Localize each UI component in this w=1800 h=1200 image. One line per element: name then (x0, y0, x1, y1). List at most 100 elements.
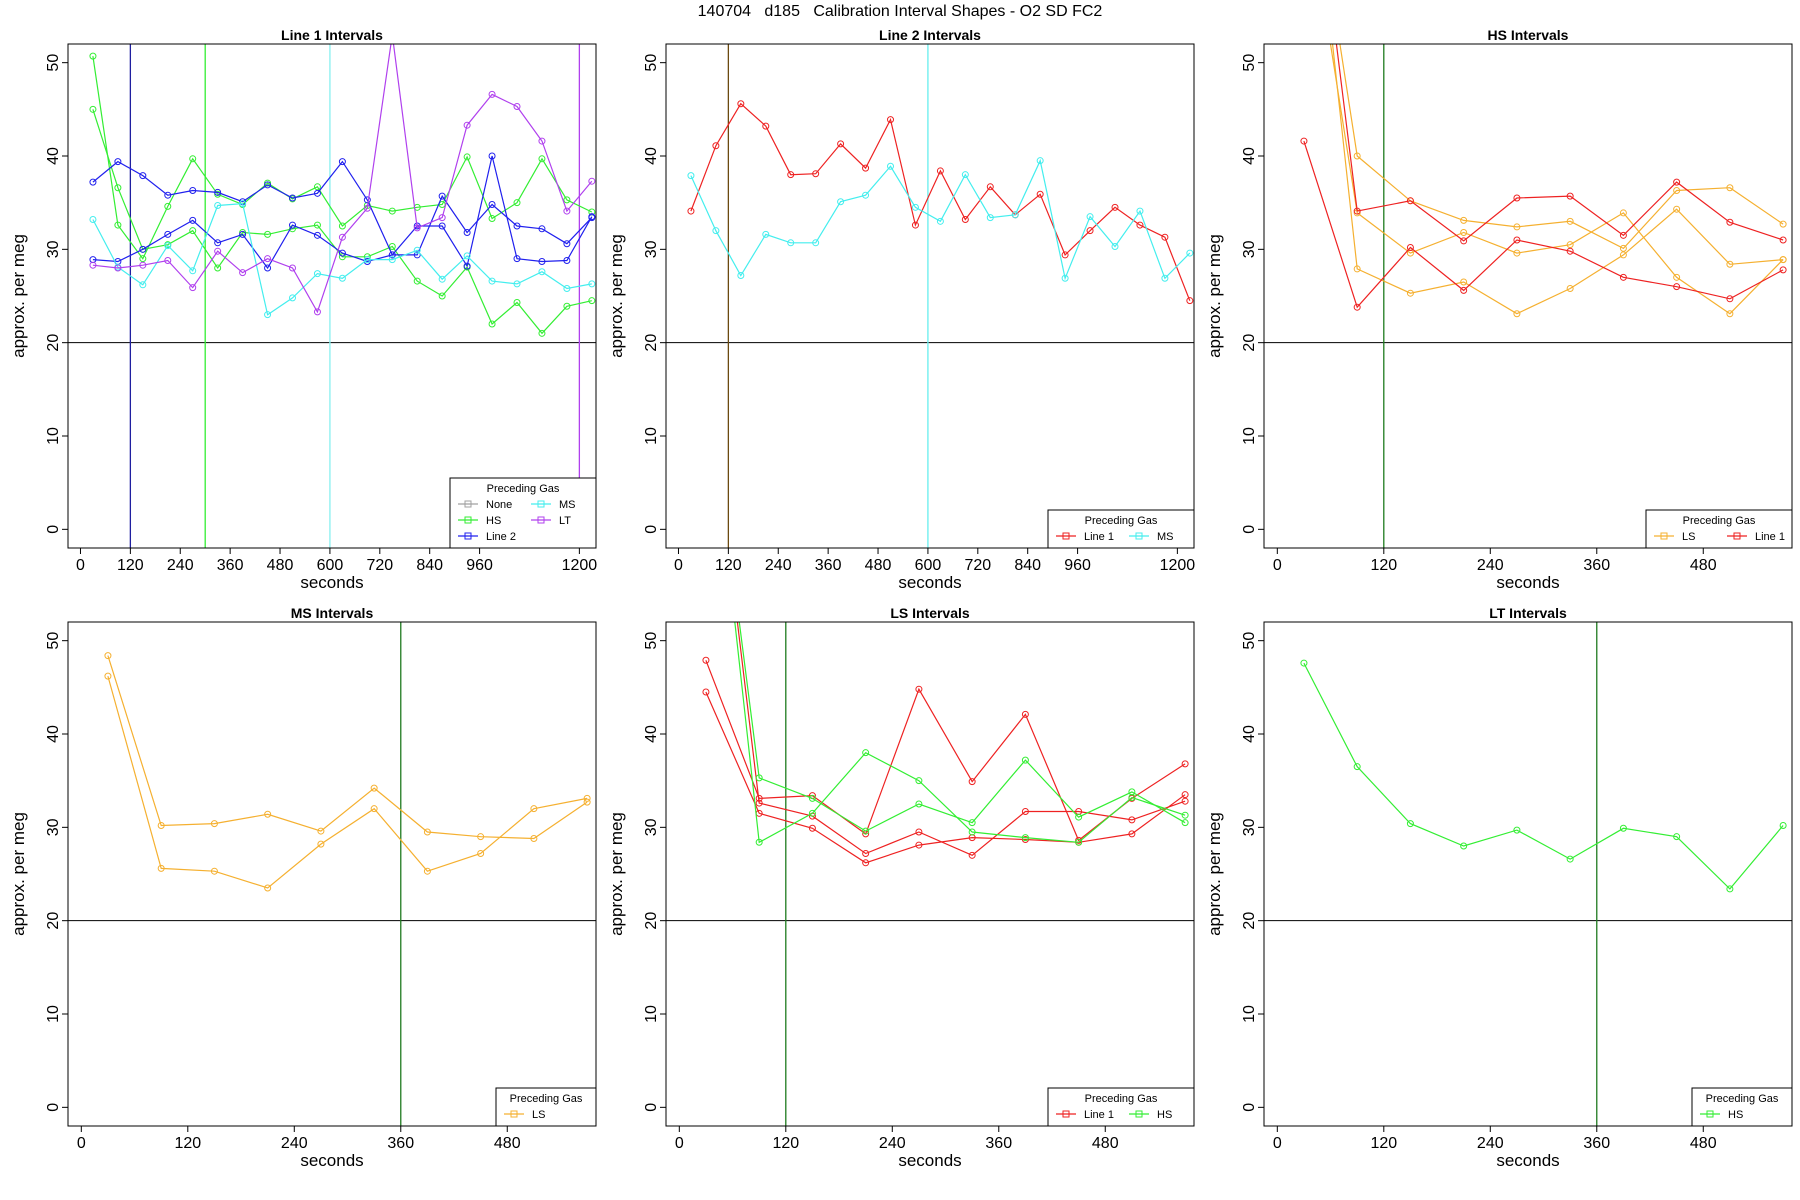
data-point (1513, 826, 1521, 834)
data-point (214, 188, 222, 196)
data-point (89, 261, 97, 269)
data-point (289, 264, 297, 272)
series-line (736, 622, 1186, 856)
series-line (92, 155, 593, 268)
data-point (563, 302, 571, 310)
plot-area (68, 622, 596, 1126)
y-tick-label: 50 (643, 632, 660, 650)
data-point (563, 285, 571, 293)
y-tick-label: 30 (45, 240, 62, 258)
x-tick-label: 120 (117, 557, 144, 574)
plot-frame (665, 43, 1195, 549)
data-point (114, 184, 122, 192)
x-axis-label: seconds (898, 573, 961, 592)
x-tick-label: 960 (466, 557, 493, 574)
legend: Preceding Gas LS Line 1 (1645, 509, 1793, 549)
data-point (338, 253, 346, 261)
x-tick-label: 240 (879, 1135, 906, 1152)
legend-swatch-marker (464, 500, 472, 508)
data-point (189, 187, 197, 195)
data-point (423, 828, 431, 836)
data-point (812, 170, 820, 178)
data-point (338, 222, 346, 230)
legend-swatch-marker (464, 532, 472, 540)
data-point (1619, 251, 1627, 259)
x-tick-label: 480 (1690, 557, 1717, 574)
x-tick-label: 1200 (562, 557, 598, 574)
legend-entry: MS (1157, 531, 1174, 543)
data-point (1181, 760, 1189, 768)
legend-swatch-marker (1135, 1110, 1143, 1118)
data-point (1619, 244, 1627, 252)
data-point (968, 851, 976, 859)
x-tick-label: 840 (416, 557, 443, 574)
data-point (808, 824, 816, 832)
data-point (477, 833, 485, 841)
data-point (1460, 278, 1468, 286)
data-point (1673, 178, 1681, 186)
x-tick-label: 360 (217, 557, 244, 574)
data-point (363, 204, 371, 212)
x-tick-label: 360 (387, 1135, 414, 1152)
data-point (164, 257, 172, 265)
data-point (164, 202, 172, 210)
data-point (755, 774, 763, 782)
y-tick-label: 30 (1241, 240, 1258, 258)
y-tick-label: 50 (1241, 632, 1258, 650)
data-point (712, 227, 720, 235)
legend-swatch-marker (1706, 1110, 1714, 1118)
y-tick-label: 50 (1241, 54, 1258, 72)
data-point (289, 194, 297, 202)
legend-swatch-marker (1660, 532, 1668, 540)
data-point (530, 835, 538, 843)
data-point (1673, 273, 1681, 281)
plot-frame (1263, 43, 1793, 549)
data-point (961, 171, 969, 179)
data-point (488, 90, 496, 98)
data-point (313, 183, 321, 191)
data-point (513, 103, 521, 111)
data-point (1406, 197, 1414, 205)
page-title: 140704 d185 Calibration Interval Shapes … (697, 3, 1103, 20)
data-point (317, 827, 325, 835)
data-point (139, 281, 147, 289)
data-point (1726, 218, 1734, 226)
data-point (210, 820, 218, 828)
x-tick-label: 360 (1583, 557, 1610, 574)
series-line (1303, 662, 1784, 890)
data-point (1460, 842, 1468, 850)
data-point (89, 215, 97, 223)
x-tick-label: 720 (366, 557, 393, 574)
data-point (563, 196, 571, 204)
data-point (1513, 249, 1521, 257)
data-point (968, 819, 976, 827)
data-point (388, 207, 396, 215)
y-tick-label: 0 (45, 525, 62, 534)
x-tick-label: 0 (1273, 1135, 1282, 1152)
data-point (1353, 303, 1361, 311)
data-point (423, 867, 431, 875)
legend-entry: MS (559, 499, 576, 511)
data-point (438, 222, 446, 230)
data-point (1111, 203, 1119, 211)
data-point (1406, 243, 1414, 251)
data-point (438, 292, 446, 300)
data-point (936, 217, 944, 225)
data-point (812, 239, 820, 247)
x-tick-label: 840 (1014, 557, 1041, 574)
data-point (338, 249, 346, 257)
data-point (837, 198, 845, 206)
data-point (488, 201, 496, 209)
data-point (583, 798, 591, 806)
y-tick-label: 50 (643, 54, 660, 72)
data-point (239, 269, 247, 277)
data-point (413, 222, 421, 230)
data-point (1779, 220, 1787, 228)
data-point (413, 277, 421, 285)
data-point (1300, 137, 1308, 145)
data-point (477, 849, 485, 857)
data-point (1161, 274, 1169, 282)
legend-box (1047, 509, 1195, 549)
data-point (513, 222, 521, 230)
data-point (911, 221, 919, 229)
